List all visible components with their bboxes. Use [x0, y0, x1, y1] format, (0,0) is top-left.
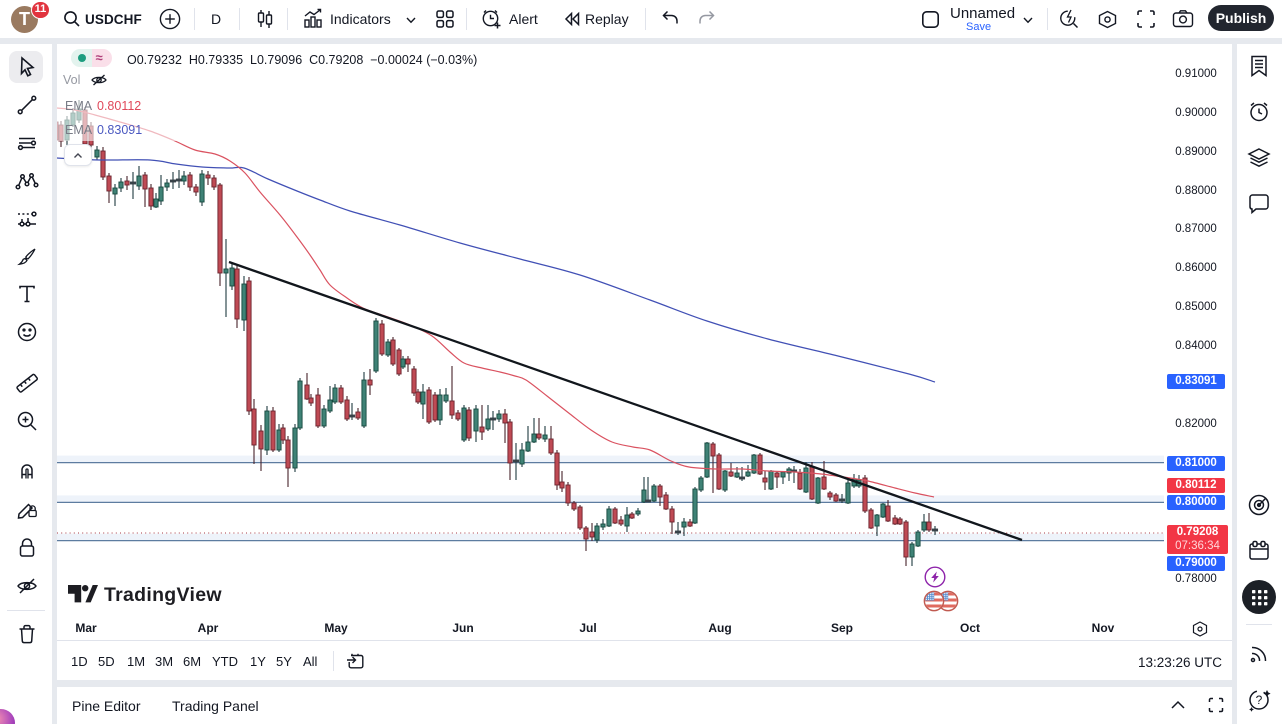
svg-text:?: ? [1256, 693, 1263, 707]
